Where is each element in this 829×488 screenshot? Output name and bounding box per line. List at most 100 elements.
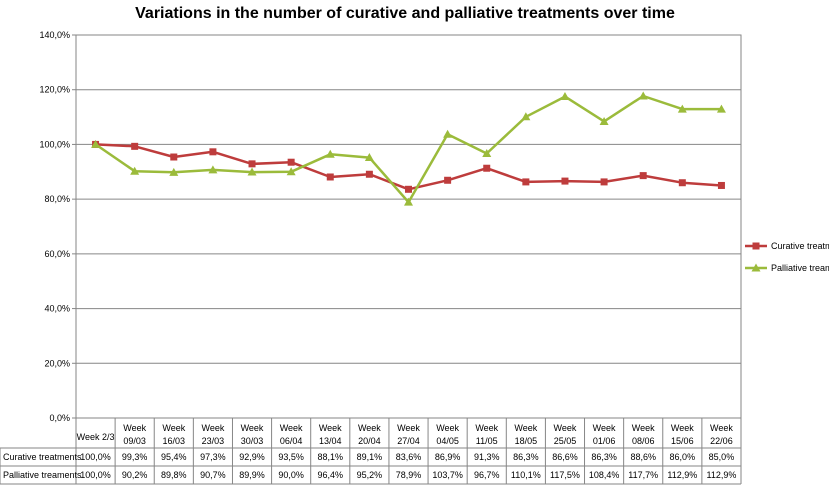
x-category-label: 01/06 — [593, 436, 616, 446]
x-category-label: Week — [280, 423, 303, 433]
x-category-label: 22/06 — [710, 436, 733, 446]
data-point-curative — [287, 158, 295, 166]
x-category-label: Week — [201, 423, 224, 433]
x-category-label: 06/04 — [280, 436, 303, 446]
data-point-curative — [717, 181, 725, 189]
data-point-curative — [639, 172, 647, 180]
x-category-label: 16/03 — [163, 436, 186, 446]
y-tick-label: 80,0% — [44, 194, 70, 204]
table-cell-value: 86,3% — [591, 452, 617, 462]
x-category-label: Week — [475, 423, 498, 433]
x-category-label: 30/03 — [241, 436, 264, 446]
x-category-label: Week — [593, 423, 616, 433]
x-category-label: Week 2/3 — [77, 432, 115, 442]
x-category-label: 20/04 — [358, 436, 381, 446]
x-category-label: Week — [358, 423, 381, 433]
y-tick-label: 140,0% — [39, 30, 70, 40]
data-point-curative — [522, 178, 530, 186]
data-point-palliative — [130, 166, 140, 175]
x-category-label: 09/03 — [123, 436, 146, 446]
chart-title: Variations in the number of curative and… — [135, 5, 675, 22]
data-point-palliative — [364, 153, 374, 162]
data-point-palliative — [677, 104, 687, 113]
data-point-curative — [600, 178, 608, 186]
x-category-label: 23/03 — [202, 436, 225, 446]
table-cell-value: 90,7% — [200, 470, 226, 480]
table-cell-value: 97,3% — [200, 452, 226, 462]
data-point-palliative — [716, 104, 726, 113]
data-point-palliative — [638, 91, 648, 100]
table-cell-value: 88,6% — [630, 452, 656, 462]
legend-marker — [751, 263, 761, 272]
table-cell-value: 95,2% — [357, 470, 383, 480]
y-tick-label: 60,0% — [44, 249, 70, 259]
data-point-palliative — [247, 167, 257, 176]
table-cell-value: 86,9% — [435, 452, 461, 462]
table-cell-value: 103,7% — [432, 470, 463, 480]
x-category-label: Week — [671, 423, 694, 433]
table-cell-value: 89,9% — [239, 470, 265, 480]
legend-marker — [752, 242, 760, 250]
y-tick-label: 100,0% — [39, 139, 70, 149]
table-cell-value: 91,3% — [474, 452, 500, 462]
table-cell-value: 86,0% — [670, 452, 696, 462]
table-cell-value: 96,4% — [317, 470, 343, 480]
x-category-label: Week — [632, 423, 655, 433]
table-cell-value: 89,1% — [357, 452, 383, 462]
table-cell-value: 100,0% — [80, 470, 111, 480]
y-tick-label: 0,0% — [49, 413, 70, 423]
data-point-palliative — [286, 167, 296, 176]
table-cell-value: 90,0% — [278, 470, 304, 480]
data-point-curative — [444, 176, 452, 184]
data-point-curative — [561, 177, 569, 185]
table-cell-value: 89,8% — [161, 470, 187, 480]
data-point-curative — [248, 160, 256, 168]
y-tick-label: 120,0% — [39, 85, 70, 95]
data-point-palliative — [404, 197, 413, 206]
table-cell-value: 117,5% — [550, 470, 580, 480]
x-category-label: 25/05 — [554, 436, 577, 446]
x-category-label: Week — [710, 423, 733, 433]
x-category-label: 27/04 — [397, 436, 420, 446]
table-cell-value: 88,1% — [317, 452, 343, 462]
legend-label: Palliative treaments — [771, 263, 829, 273]
table-cell-value: 96,7% — [474, 470, 500, 480]
data-point-curative — [326, 173, 334, 181]
x-category-label: Week — [162, 423, 185, 433]
legend-label: Curative treatments — [771, 241, 829, 251]
x-category-label: Week — [241, 423, 264, 433]
table-cell-value: 83,6% — [396, 452, 422, 462]
x-category-label: Week — [554, 423, 577, 433]
table-cell-value: 92,9% — [239, 452, 265, 462]
table-row-header: Curative treatments — [3, 452, 82, 462]
y-tick-label: 40,0% — [44, 304, 70, 314]
table-cell-value: 112,9% — [707, 470, 737, 480]
table-cell-value: 85,0% — [709, 452, 735, 462]
x-category-label: 11/05 — [476, 436, 498, 446]
data-point-palliative — [482, 148, 492, 157]
x-category-label: Week — [123, 423, 146, 433]
series-line-curative — [95, 143, 722, 191]
table-cell-value: 90,2% — [122, 470, 148, 480]
x-category-label: Week — [514, 423, 537, 433]
table-cell-value: 86,6% — [552, 452, 578, 462]
data-point-curative — [170, 153, 178, 161]
x-category-label: Week — [436, 423, 459, 433]
data-point-palliative — [91, 139, 101, 148]
table-cell-value: 110,1% — [511, 470, 541, 480]
data-point-curative — [209, 148, 217, 156]
data-point-palliative — [208, 165, 218, 174]
table-row-header: Palliative treaments — [3, 470, 82, 480]
table-cell-value: 100,0% — [80, 452, 111, 462]
data-point-curative — [405, 185, 412, 193]
data-point-curative — [365, 170, 373, 178]
x-category-label: Week — [397, 423, 420, 433]
data-point-palliative — [560, 92, 570, 101]
data-point-palliative — [325, 149, 335, 158]
data-point-palliative — [169, 167, 179, 176]
x-category-label: 04/05 — [436, 436, 459, 446]
table-cell-value: 112,9% — [667, 470, 697, 480]
table-cell-value: 93,5% — [278, 452, 304, 462]
data-point-curative — [483, 164, 491, 172]
data-point-palliative — [443, 129, 453, 138]
